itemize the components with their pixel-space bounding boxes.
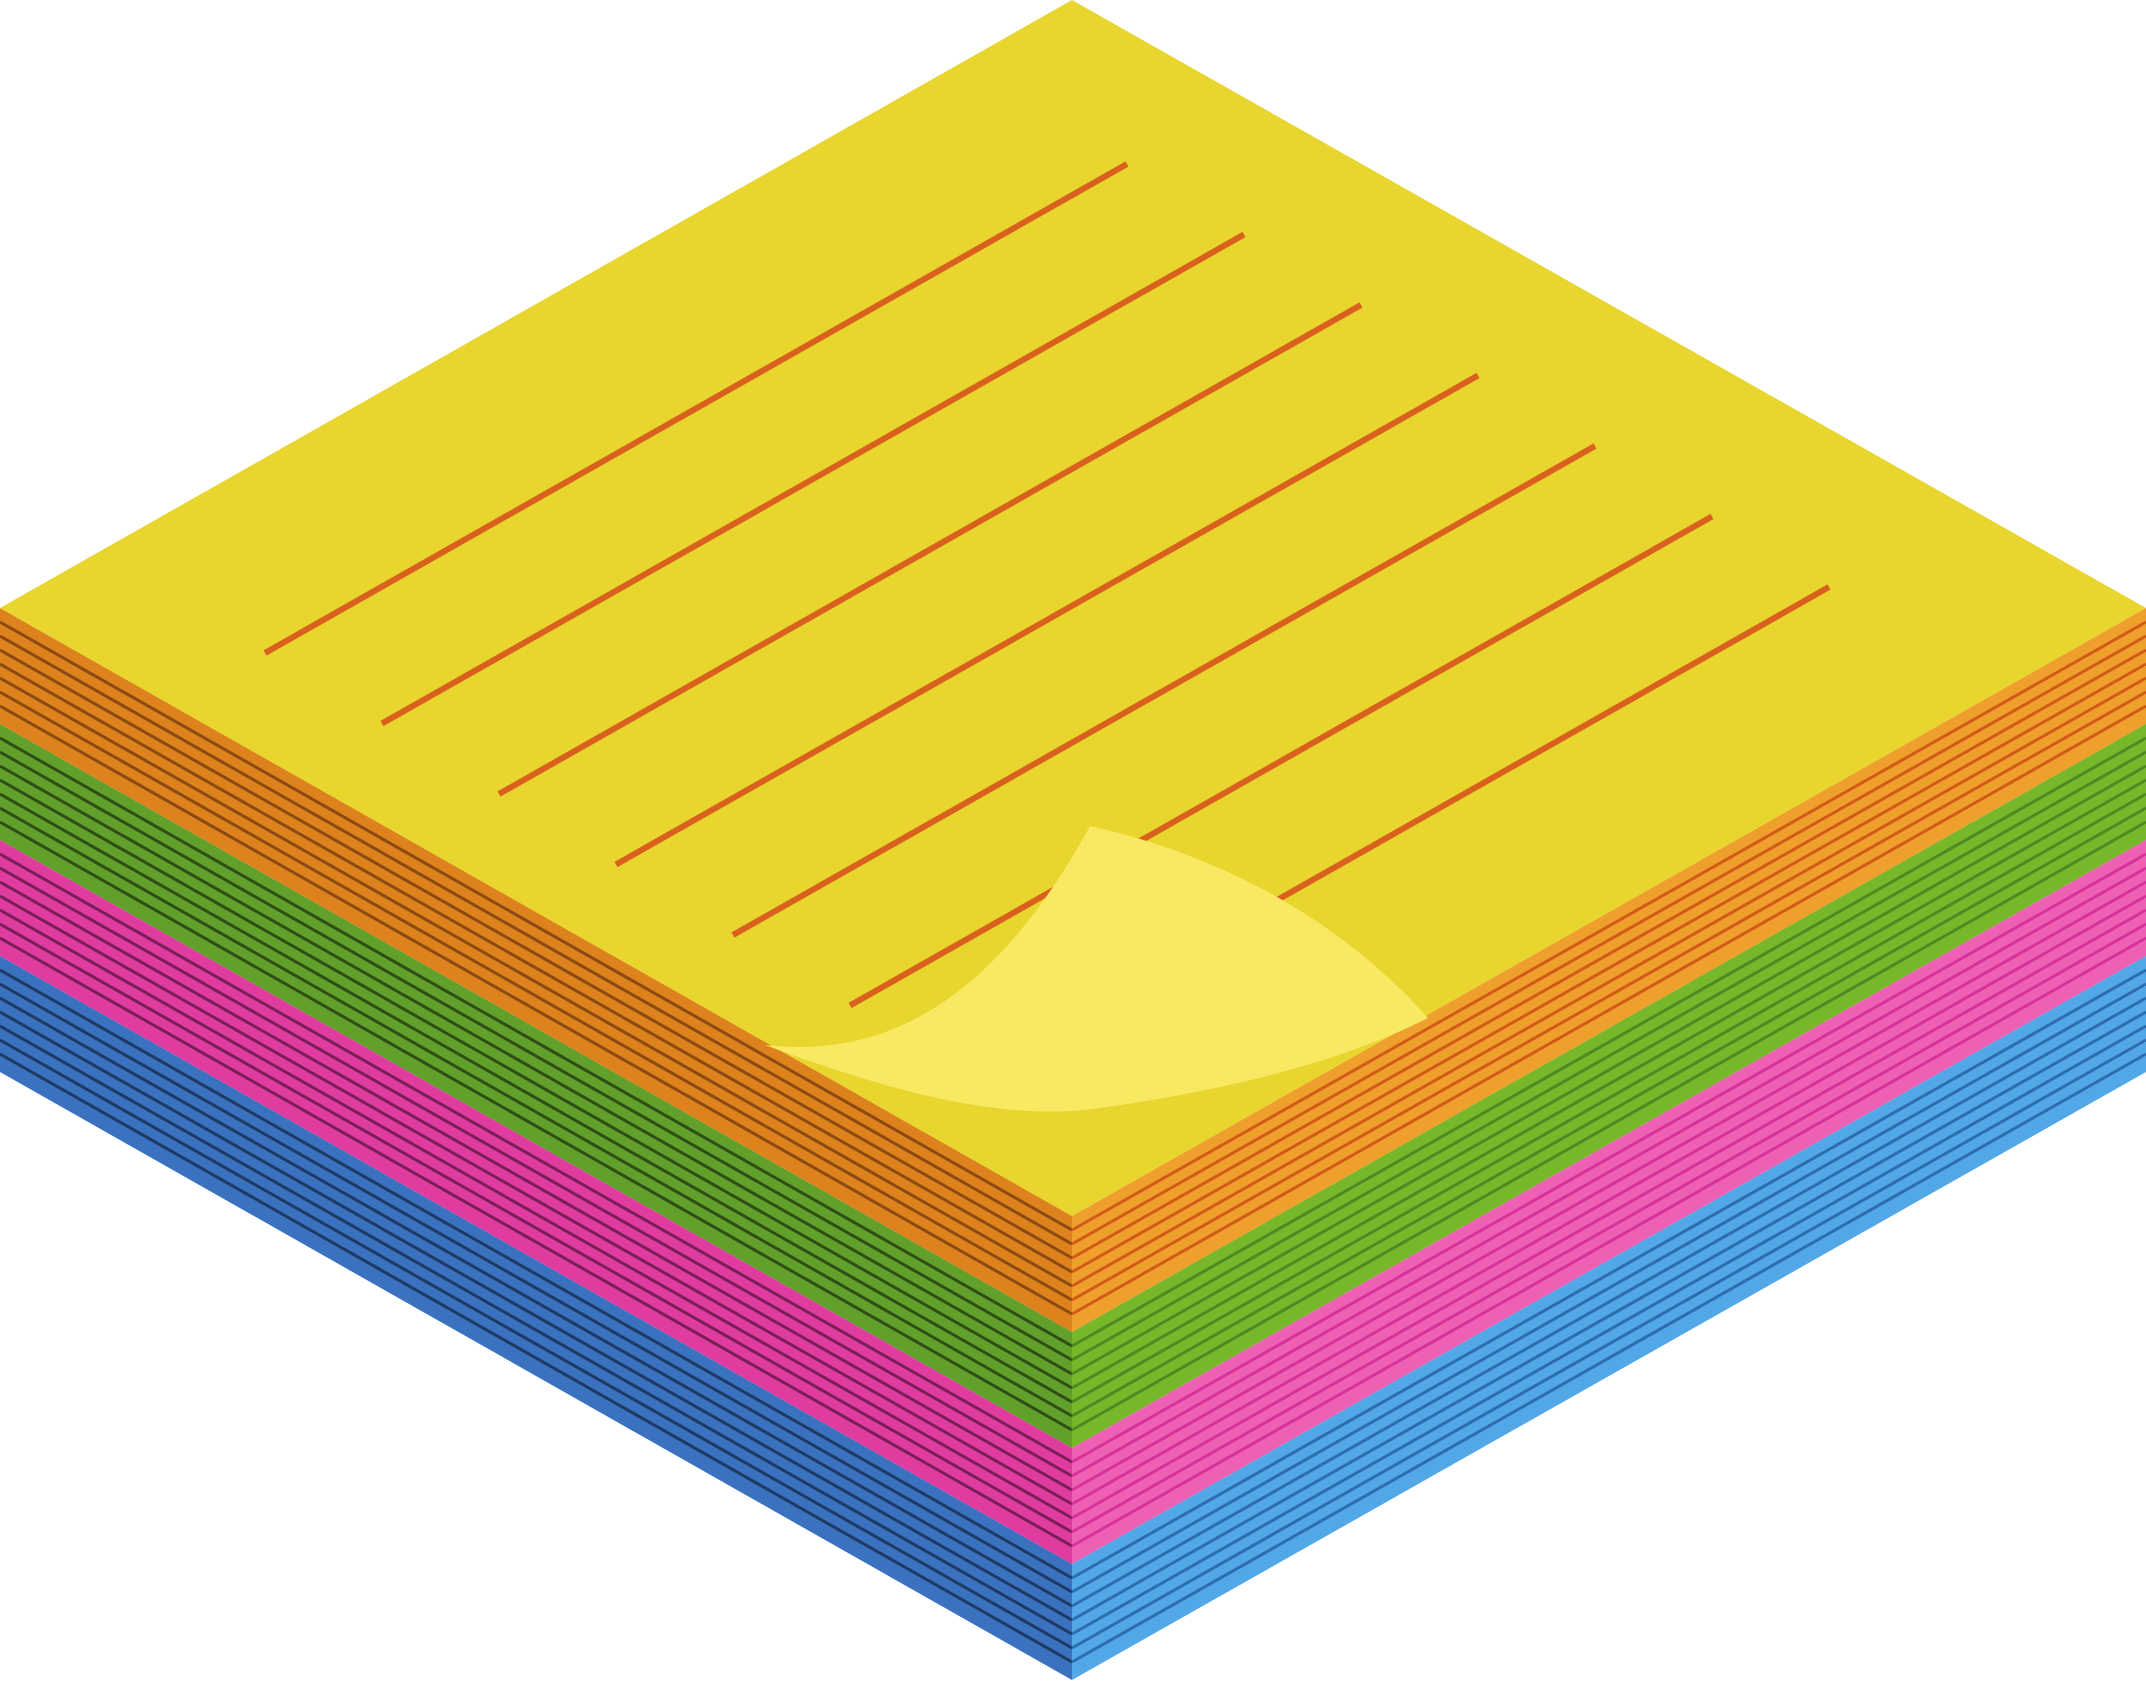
- green-left-page-edge: [0, 764, 1073, 1376]
- written-line: [380, 231, 1246, 727]
- orange-right-page-edge: [1071, 690, 2146, 1302]
- green-left-page-edge: [0, 820, 1073, 1432]
- pink-right-page-edge: [1071, 852, 2146, 1464]
- pad-right-side: [1071, 608, 2146, 1680]
- pink-right-page-edge: [1071, 936, 2146, 1548]
- pink-right-page-edge: [1071, 880, 2146, 1492]
- blue-left-page-edge: [0, 1024, 1073, 1636]
- blue-right-page-edge: [1071, 968, 2146, 1580]
- orange-right-page-edge: [1071, 634, 2146, 1246]
- blue-right-page-edge: [1071, 1052, 2146, 1664]
- pink-left-page-edge: [0, 880, 1073, 1492]
- orange-right-page-edge: [1071, 648, 2146, 1260]
- green-right-page-edge: [1071, 764, 2146, 1376]
- green-right-page-edge: [1071, 806, 2146, 1418]
- pink-right-page-edge: [1071, 866, 2146, 1478]
- blue-right-page-edge: [1071, 996, 2146, 1608]
- blue-left-page-edge: [0, 1052, 1073, 1664]
- green-left-page-edge: [0, 792, 1073, 1404]
- blue-right-page-edge: [1071, 982, 2146, 1594]
- blue-right-page-edge: [1071, 1010, 2146, 1622]
- green-right-page-edge: [1071, 792, 2146, 1404]
- blue-left-page-edge: [0, 968, 1073, 1580]
- pink-left-page-edge: [0, 936, 1073, 1548]
- written-line: [263, 161, 1129, 656]
- green-left-page-edge: [0, 806, 1073, 1418]
- green-left-page-edge: [0, 750, 1073, 1362]
- green-right-page-edge: [1071, 736, 2146, 1348]
- green-left-page-edge: [0, 736, 1073, 1348]
- written-line: [614, 372, 1480, 868]
- orange-left-page-edge: [0, 662, 1073, 1274]
- blue-left-page-edge: [0, 982, 1073, 1594]
- blue-left-page-edge: [0, 1010, 1073, 1622]
- green-right-page-edge: [1071, 778, 2146, 1390]
- green-left-page-edge: [0, 778, 1073, 1390]
- orange-left-page-edge: [0, 676, 1073, 1288]
- pink-left-page-edge: [0, 852, 1073, 1464]
- pink-left-page-edge: [0, 894, 1073, 1506]
- orange-right-page-edge: [1071, 620, 2146, 1232]
- orange-left-page-edge: [0, 648, 1073, 1260]
- pink-right-page-edge: [1071, 922, 2146, 1534]
- written-line: [497, 302, 1363, 797]
- blue-left-page-edge: [0, 996, 1073, 1608]
- orange-left-page-edge: [0, 704, 1073, 1316]
- orange-left-page-edge: [0, 690, 1073, 1302]
- orange-left-page-edge: [0, 620, 1073, 1232]
- green-right-page-edge: [1071, 820, 2146, 1432]
- green-right-page-edge: [1071, 750, 2146, 1362]
- orange-left-page-edge: [0, 634, 1073, 1246]
- pink-right-page-edge: [1071, 908, 2146, 1520]
- orange-right-page-edge: [1071, 662, 2146, 1274]
- blue-left-page-edge: [0, 1038, 1073, 1650]
- orange-right-page-edge: [1071, 704, 2146, 1316]
- written-line: [848, 513, 1714, 1009]
- orange-right-page-edge: [1071, 676, 2146, 1288]
- blue-right-page-edge: [1071, 1038, 2146, 1650]
- pink-left-page-edge: [0, 866, 1073, 1478]
- peeled-corner: [765, 826, 1428, 1112]
- pink-right-page-edge: [1071, 894, 2146, 1506]
- blue-right-page-edge: [1071, 1024, 2146, 1636]
- pink-left-page-edge: [0, 922, 1073, 1534]
- pad-left-side: [0, 608, 1073, 1680]
- pink-left-page-edge: [0, 908, 1073, 1520]
- written-line: [731, 443, 1597, 938]
